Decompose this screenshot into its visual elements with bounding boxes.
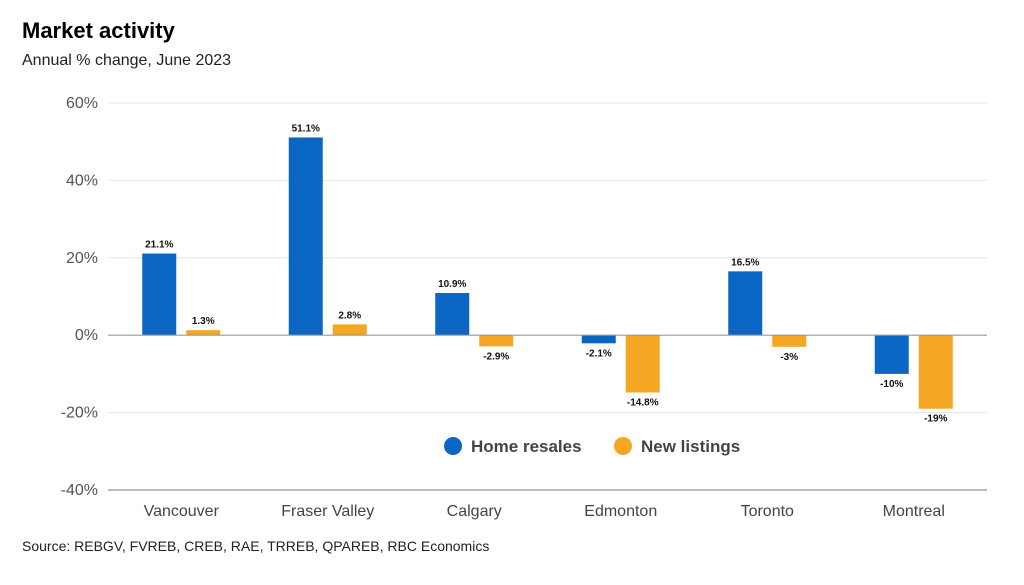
bar-home-resales xyxy=(435,293,470,336)
data-label: -14.8% xyxy=(627,397,659,408)
data-label: -19% xyxy=(924,414,947,425)
data-label: 2.8% xyxy=(338,310,361,321)
bar-new-listings xyxy=(625,335,660,393)
bar-new-listings xyxy=(918,335,953,409)
data-label: 21.1% xyxy=(145,240,173,251)
data-label: 1.3% xyxy=(192,316,215,327)
chart-subtitle: Annual % change, June 2023 xyxy=(22,52,232,69)
y-tick-label: 0% xyxy=(75,327,98,344)
bar-home-resales xyxy=(874,335,909,374)
source-note: Source: REBGV, FVREB, CREB, RAE, TRREB, … xyxy=(22,538,490,554)
bar-home-resales xyxy=(581,335,616,344)
x-tick-label: Edmonton xyxy=(584,503,657,520)
y-tick-label: 60% xyxy=(66,95,98,112)
y-tick-label: 40% xyxy=(66,172,98,189)
bar-new-listings xyxy=(772,335,807,347)
data-label: 10.9% xyxy=(438,279,466,290)
bar-home-resales xyxy=(728,271,763,336)
bar-new-listings xyxy=(332,324,367,336)
bar-home-resales xyxy=(288,137,323,336)
x-tick-label: Toronto xyxy=(741,503,794,520)
y-tick-label: 20% xyxy=(66,250,98,267)
legend-home-resales-label: Home resales xyxy=(471,437,582,456)
y-tick-label: -40% xyxy=(61,482,98,499)
bar-home-resales xyxy=(142,253,177,336)
bar-new-listings xyxy=(479,335,514,347)
x-tick-label: Montreal xyxy=(883,503,945,520)
x-tick-label: Calgary xyxy=(447,503,502,520)
legend-new-listings-marker xyxy=(614,437,632,455)
y-tick-label: -20% xyxy=(61,405,98,422)
data-label: -10% xyxy=(880,379,903,390)
data-label: -3% xyxy=(780,352,798,363)
bar-new-listings xyxy=(186,330,221,336)
chart-title: Market activity xyxy=(22,18,175,43)
data-label: 51.1% xyxy=(292,123,320,134)
x-tick-label: Fraser Valley xyxy=(281,503,374,520)
data-label: -2.1% xyxy=(586,348,612,359)
data-label: -2.9% xyxy=(483,351,509,362)
legend-new-listings-label: New listings xyxy=(641,437,740,456)
legend-home-resales-marker xyxy=(444,437,462,455)
data-label: 16.5% xyxy=(731,257,759,268)
x-tick-label: Vancouver xyxy=(144,503,220,520)
